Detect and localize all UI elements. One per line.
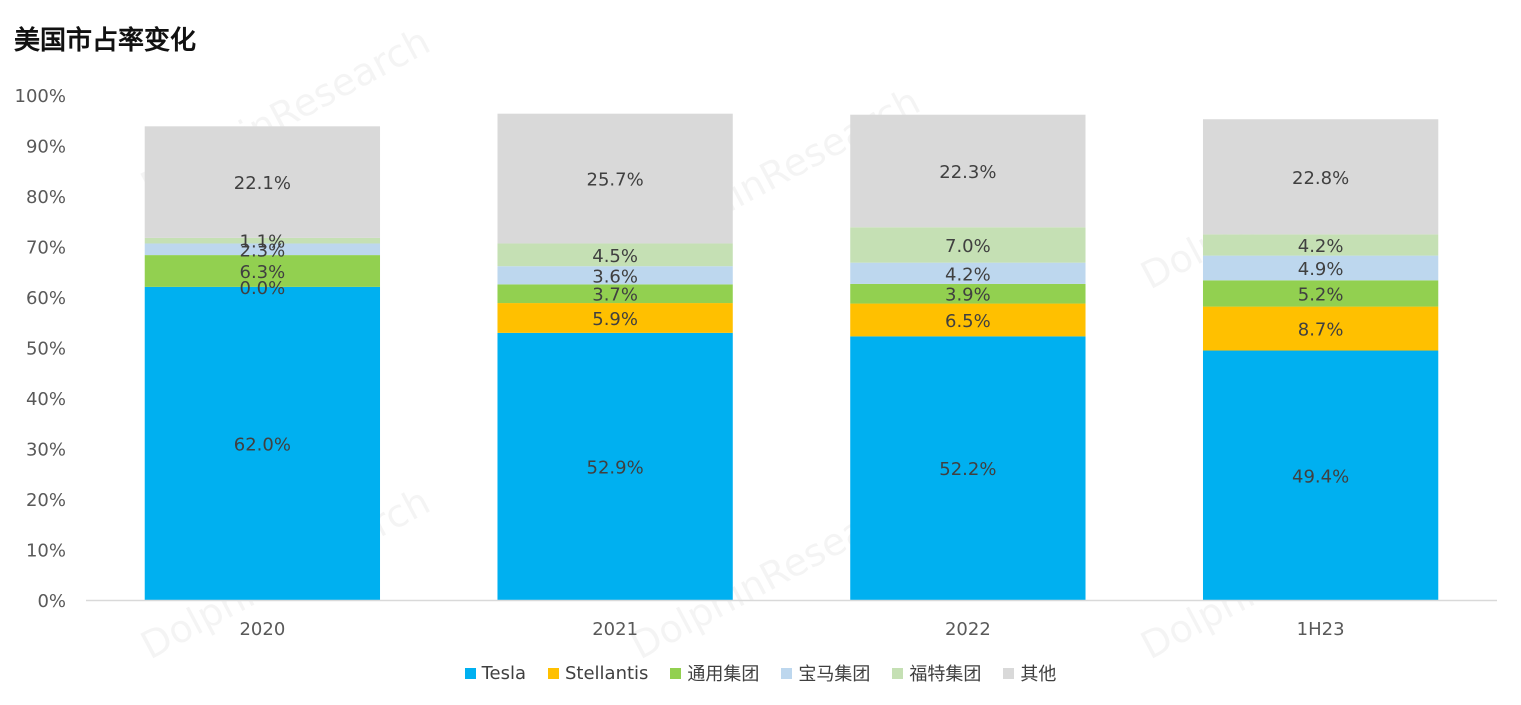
data-label: 2.3%	[240, 240, 286, 261]
legend-swatch	[1003, 667, 1015, 679]
data-label: 52.9%	[587, 457, 644, 478]
y-tick-label: 40%	[26, 389, 66, 410]
legend-item: 通用集团	[670, 660, 759, 686]
data-label: 4.2%	[1298, 236, 1344, 257]
legend-item: 福特集团	[892, 660, 981, 686]
y-tick-label: 90%	[26, 137, 66, 158]
data-label: 22.8%	[1292, 168, 1349, 189]
bar-segment	[1202, 350, 1439, 600]
y-tick-label: 10%	[26, 541, 66, 562]
bar-segment	[850, 283, 1086, 304]
bar-segment	[144, 255, 381, 287]
bar-segment	[144, 286, 381, 600]
data-label: 5.2%	[1298, 284, 1344, 305]
bar-segment	[850, 114, 1086, 228]
bar-segment	[144, 237, 381, 244]
legend: Tesla Stellantis 通用集团 宝马集团 福特集团 其他	[0, 660, 1521, 686]
y-tick-label: 30%	[26, 440, 66, 461]
data-label: 6.5%	[945, 311, 991, 332]
legend-item: Stellantis	[547, 662, 649, 684]
legend-label: 其他	[1020, 664, 1057, 685]
y-tick-label: 0%	[37, 591, 66, 612]
bar-segment	[497, 303, 733, 333]
legend-label: 宝马集团	[798, 664, 871, 685]
bar-segment	[850, 262, 1086, 284]
bar-segment	[1202, 119, 1439, 235]
bar-segment	[497, 284, 733, 304]
data-label: 49.4%	[1292, 466, 1349, 487]
data-label: 22.1%	[234, 173, 291, 194]
bar-segment	[1202, 255, 1439, 281]
data-label: 4.2%	[945, 264, 991, 285]
legend-swatch	[547, 667, 559, 679]
data-label: 62.0%	[234, 434, 291, 455]
y-tick-label: 50%	[26, 339, 66, 360]
data-label: 4.9%	[1298, 259, 1344, 280]
y-tick-label: 100%	[15, 86, 66, 107]
legend-item: 其他	[1003, 660, 1056, 686]
data-label: 4.5%	[592, 246, 638, 267]
bar-segment	[497, 332, 733, 600]
data-label: 22.3%	[939, 162, 996, 183]
bar-segment	[850, 227, 1086, 263]
bar-segment	[1202, 234, 1439, 256]
x-tick-label: 2021	[592, 619, 638, 640]
data-label: 3.6%	[592, 266, 638, 287]
legend-swatch	[892, 667, 904, 679]
x-tick-label: 2020	[239, 619, 285, 640]
legend-item: Tesla	[464, 662, 526, 684]
data-label: 6.3%	[240, 262, 286, 283]
legend-swatch	[781, 667, 793, 679]
bars-layer: 62.0%0.0%6.3%2.3%1.1%22.1%52.9%5.9%3.7%3…	[144, 113, 1439, 600]
legend-swatch	[464, 667, 476, 679]
legend-label: Stellantis	[564, 662, 649, 684]
x-axis: 2020 2021 2022 1H23	[86, 599, 1497, 640]
y-tick-label: 70%	[26, 238, 66, 259]
bar-segment	[1202, 306, 1439, 351]
bar-stack-2021: 52.9% 5.9% 3.7%3.6%4.5% 25.7%	[497, 113, 733, 600]
data-label: 25.7%	[587, 170, 644, 191]
legend-label: Tesla	[481, 662, 526, 684]
bar-segment	[497, 266, 733, 285]
legend-label: 福特集团	[909, 664, 982, 685]
y-tick-label: 20%	[26, 490, 66, 511]
bar-segment	[497, 243, 733, 267]
bar-segment	[1202, 280, 1439, 307]
bar-segment	[497, 113, 733, 244]
data-label: 1.1%	[240, 232, 286, 253]
data-label: 0.0%	[240, 278, 286, 299]
y-axis: 0% 10% 20% 30% 40% 50% 60% 70% 80% 90% 100%	[15, 86, 66, 612]
x-tick-label: 1H23	[1297, 619, 1345, 640]
data-label: 5.9%	[592, 309, 638, 330]
bar-segment	[850, 336, 1086, 600]
x-tick-label: 2022	[945, 619, 991, 640]
legend-item: 宝马集团	[781, 660, 870, 686]
chart-title: 美国市占率变化	[14, 26, 197, 56]
bar-segment	[144, 126, 381, 238]
y-tick-label: 60%	[26, 288, 66, 309]
legend-label: 通用集团	[687, 664, 760, 685]
data-label: 8.7%	[1298, 320, 1344, 341]
legend-swatch	[670, 667, 682, 679]
data-label: 7.0%	[945, 236, 991, 257]
data-label: 52.2%	[939, 459, 996, 480]
bar-stack-2020: 62.0% 0.0%6.3%2.3%1.1% 22.1%	[144, 126, 381, 600]
bar-stack-2022: 52.2% 6.5% 3.9%4.2% 7.0% 22.3%	[850, 114, 1086, 600]
data-label: 3.7%	[592, 285, 638, 306]
bar-segment	[144, 243, 381, 256]
y-tick-label: 80%	[26, 187, 66, 208]
bar-segment	[850, 303, 1086, 337]
data-label: 3.9%	[945, 285, 991, 306]
bar-stack-1H23: 49.4% 8.7% 5.2% 4.9%4.2% 22.8%	[1202, 119, 1439, 600]
